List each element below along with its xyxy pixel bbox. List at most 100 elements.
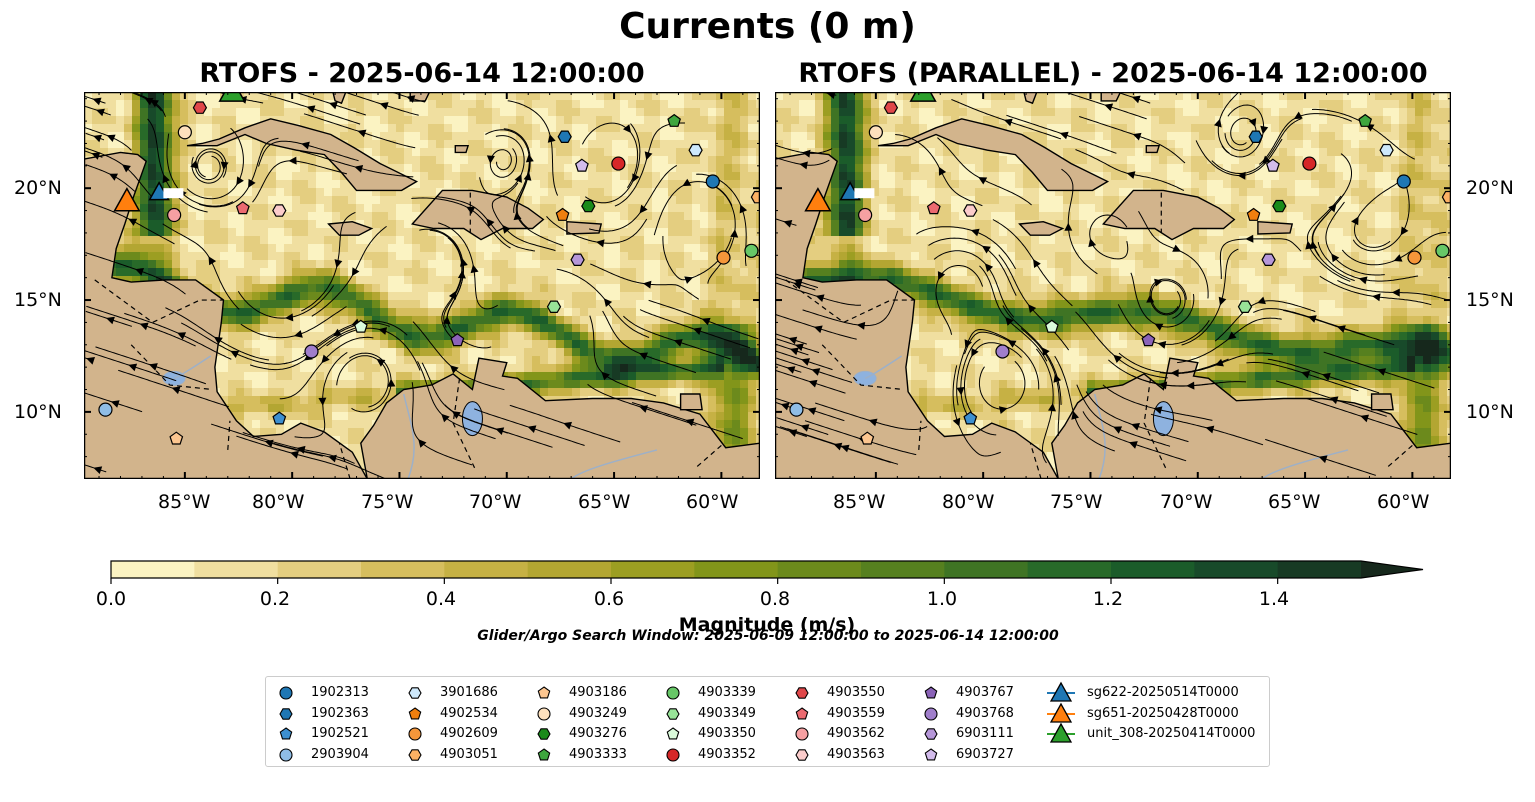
legend-label: 4903339: [698, 685, 756, 700]
float-marker-4903563: [272, 204, 287, 217]
map-frame: [84, 92, 760, 479]
float-marker-1902313: [705, 174, 720, 189]
float-marker-4903768: [995, 344, 1010, 359]
float-marker-4903350: [353, 319, 368, 333]
colorbar-tick-5: 1.0: [926, 588, 958, 610]
hexagon-marker-icon: [279, 707, 293, 720]
circle-marker-icon: [279, 686, 293, 700]
pentagon-marker-icon: [924, 686, 938, 699]
lon-tick-85-left: 85°W: [158, 491, 211, 513]
colorbar-tick-1: 0.2: [259, 588, 291, 610]
lat-tick-20-left: 20°N: [14, 177, 62, 199]
colorbar-extend-arrow: [1361, 561, 1423, 578]
legend-label: 3901686: [440, 685, 498, 700]
lon-tick-70-left: 70°W: [469, 491, 522, 513]
axis-ticks: [775, 92, 1451, 479]
legend-label: 1902313: [311, 685, 369, 700]
legend-label: 2903904: [311, 746, 369, 762]
float-marker-4902609: [716, 250, 731, 265]
float-marker-6903727: [574, 158, 589, 172]
panel-title-right: RTOFS (PARALLEL) - 2025-06-14 12:00:00: [798, 58, 1428, 89]
float-marker-4903276: [1272, 199, 1287, 213]
glider-marker-unit_308-20250414T0000: [218, 92, 246, 102]
lon-tick-80-left: 80°W: [252, 491, 305, 513]
float-marker-6903111: [570, 253, 585, 266]
pentagon-marker-icon: [795, 706, 809, 719]
float-marker-4903349: [546, 300, 562, 313]
float-marker-4903563: [963, 204, 978, 217]
float-marker-4903276: [581, 199, 596, 213]
panel-title-left: RTOFS - 2025-06-14 12:00:00: [199, 58, 645, 89]
legend-label: 4903333: [569, 746, 627, 762]
float-marker-4903550: [192, 101, 208, 114]
colorbar-tick-2: 0.4: [425, 588, 457, 610]
lon-tick-75-right: 75°W: [1050, 491, 1103, 513]
triangle-marker-icon: [1047, 702, 1075, 723]
float-marker-3901686: [688, 143, 703, 157]
colorbar-segment: [611, 561, 695, 578]
lon-tick-80-right: 80°W: [942, 491, 995, 513]
float-marker-4903559: [235, 201, 250, 215]
legend-label: 4903352: [698, 746, 756, 762]
float-marker-4903349: [1237, 300, 1253, 313]
landmass: [775, 92, 1451, 479]
float-marker-4903339: [1435, 243, 1450, 258]
colorbar-segment: [527, 561, 612, 578]
colorbar-segment: [694, 561, 779, 578]
colorbar-segment: [361, 561, 445, 578]
glider-marker-unit_308-20250414T0000: [909, 92, 937, 102]
map-panel-rtofs: [84, 92, 760, 479]
colorbar-segment: [777, 561, 862, 578]
argo-floats: [789, 101, 1451, 445]
float-marker-2903904: [98, 402, 113, 417]
figure-title: Currents (0 m): [619, 6, 916, 47]
float-marker-6903727: [1265, 158, 1280, 172]
map-panel-rtofs-parallel: [775, 92, 1451, 479]
legend-label: 4903562: [827, 726, 885, 741]
lon-tick-65-right: 65°W: [1268, 491, 1321, 513]
rivers: [864, 355, 1349, 479]
colorbar-tick-4: 0.8: [759, 588, 791, 610]
streamlines: [84, 92, 759, 479]
float-marker-4903051: [1441, 190, 1451, 204]
lat-tick-20-right: 20°N: [1466, 177, 1514, 199]
circle-marker-icon: [537, 706, 551, 721]
legend-label: 1902363: [311, 705, 369, 721]
triangle-marker-icon: [1047, 722, 1075, 743]
lake-maracaibo: [1152, 401, 1174, 437]
pentagon-marker-icon: [666, 727, 680, 740]
rivers: [173, 355, 658, 479]
colorbar-outline: [110, 560, 1424, 579]
colorbar-segment: [1027, 561, 1112, 578]
float-marker-1902313: [1396, 174, 1411, 189]
float-marker-4903352: [611, 156, 626, 171]
float-marker-4903186: [169, 431, 184, 445]
legend-label: 6903727: [956, 746, 1014, 762]
float-marker-4903767: [450, 333, 465, 347]
pentagon-marker-icon: [924, 747, 938, 760]
float-marker-4903562: [167, 207, 182, 223]
float-marker-4903186: [860, 431, 875, 445]
float-marker-4903768: [304, 344, 319, 359]
circle-marker-icon: [666, 686, 680, 700]
float-marker-4902609: [1407, 250, 1422, 265]
lon-tick-60-left: 60°W: [686, 491, 739, 513]
circle-marker-icon: [795, 727, 809, 741]
lon-tick-85-right: 85°W: [833, 491, 886, 513]
float-marker-4903550: [883, 101, 899, 114]
float-marker-1902521: [963, 411, 978, 425]
float-marker-4903767: [1141, 333, 1156, 347]
legend-label: sg651-20250428T0000: [1087, 705, 1239, 721]
glider-track: [163, 188, 184, 199]
hexagon-marker-icon: [924, 728, 938, 740]
legend-label: 4903186: [569, 685, 627, 700]
colorbar-tick-7: 1.4: [1258, 588, 1290, 610]
legend-label: 4903350: [698, 726, 756, 741]
colorbar-label: Magnitude (m/s): [678, 614, 856, 636]
legend-label: unit_308-20250414T0000: [1087, 726, 1256, 741]
circle-marker-icon: [408, 727, 422, 741]
circle-marker-icon: [279, 747, 293, 762]
axis-ticks: [84, 92, 760, 479]
legend-label: 1902521: [311, 726, 369, 741]
float-marker-4902534: [1246, 207, 1261, 221]
